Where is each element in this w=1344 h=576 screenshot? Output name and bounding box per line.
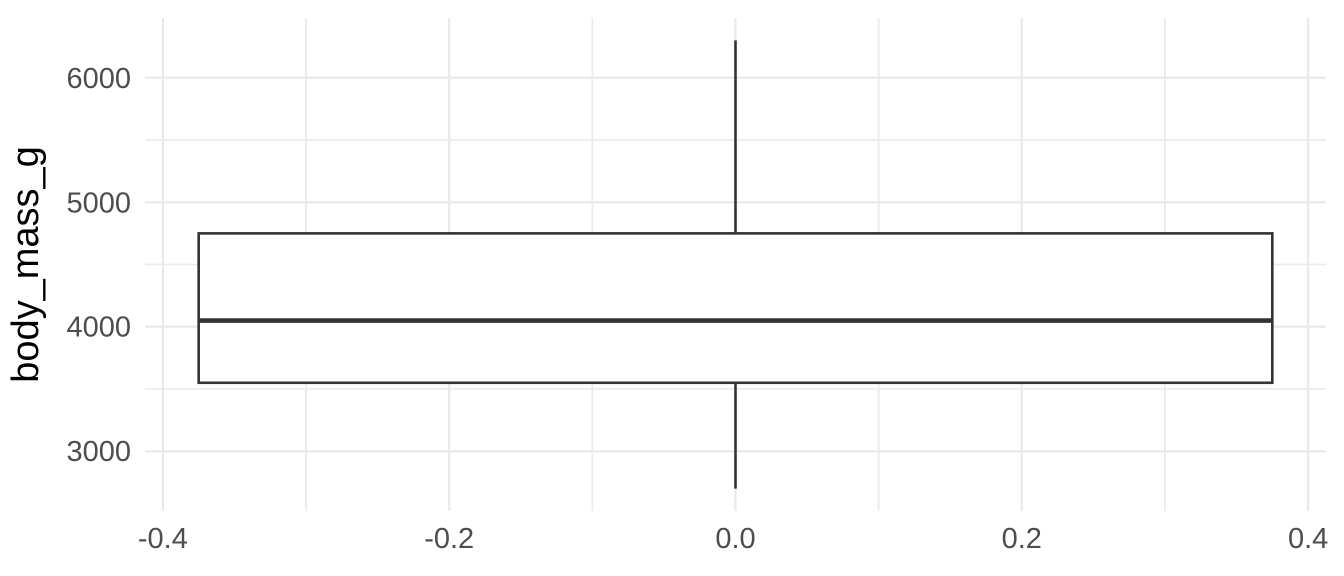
y-tick-label: 5000 <box>66 187 131 219</box>
y-axis-title: body_mass_g <box>5 146 47 383</box>
x-tick-label: -0.4 <box>138 523 188 555</box>
x-tick-label: -0.2 <box>424 523 474 555</box>
y-axis-tick-labels: 3000 4000 5000 6000 <box>66 63 131 468</box>
x-tick-label: 0.4 <box>1288 523 1328 555</box>
y-tick-label: 4000 <box>66 312 131 344</box>
y-tick-label: 6000 <box>66 63 131 95</box>
boxplot-glyph <box>197 40 1274 489</box>
iqr-box <box>197 232 1274 385</box>
x-axis-tick-labels: -0.4 -0.2 0.0 0.2 0.4 <box>138 523 1328 555</box>
y-tick-label: 3000 <box>66 436 131 468</box>
x-tick-label: 0.0 <box>715 523 755 555</box>
x-tick-label: 0.2 <box>1002 523 1042 555</box>
